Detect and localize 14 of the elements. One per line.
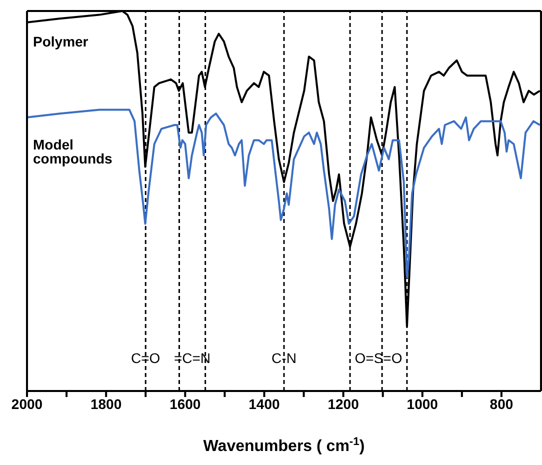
ref-line-label: C=O [131, 350, 160, 366]
x-axis-title: Wavenumbers ( cm$^{-1}$) [203, 436, 365, 455]
x-tick-label: 2000 [11, 396, 43, 412]
series-label: Polymer [33, 33, 89, 50]
ref-line-label: C-N [272, 350, 296, 366]
ref-line-label: =C=N [174, 350, 211, 366]
x-tick-label: 1000 [406, 396, 438, 412]
x-tick-label: 1800 [90, 396, 122, 412]
x-tick-label: 800 [490, 396, 514, 412]
ref-line-label: O=S=O [354, 350, 402, 366]
series-label: Model compounds [33, 136, 113, 166]
x-tick-label: 1600 [170, 396, 201, 412]
x-tick-label: 1400 [248, 396, 280, 412]
x-tick-label: 1200 [328, 396, 360, 412]
